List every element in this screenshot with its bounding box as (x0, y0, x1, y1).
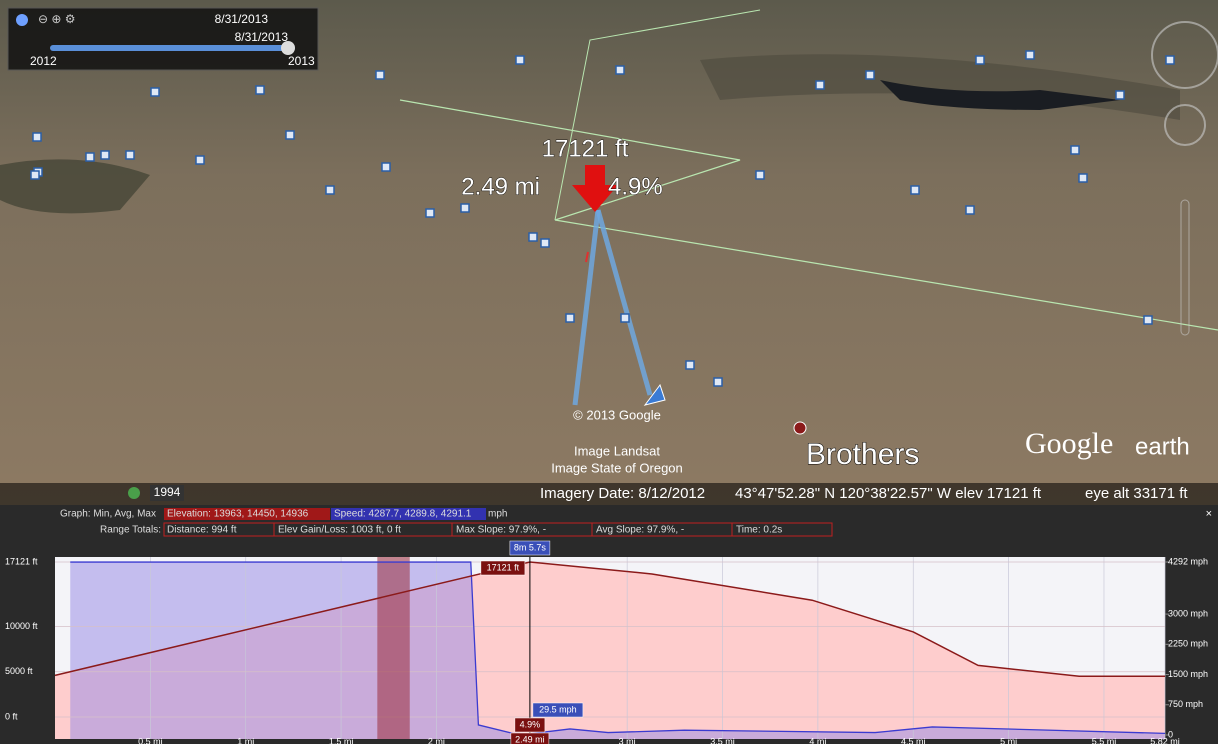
elevation-label: 17121 ft (542, 135, 629, 162)
placemark (33, 133, 41, 141)
placemark (31, 171, 39, 179)
placemark (714, 378, 722, 386)
placemark (382, 163, 390, 171)
time-handle[interactable] (281, 41, 295, 55)
x-tick-label: 4.5 mi (901, 736, 926, 744)
start-date: 8/31/2013 (215, 12, 269, 26)
town-icon (794, 422, 806, 434)
placemark (1116, 91, 1124, 99)
y-tick-label: 5000 ft (5, 666, 33, 676)
y2-tick-label: 1500 mph (1168, 669, 1208, 679)
selection-band (377, 557, 409, 739)
cursor-label: 29.5 mph (539, 704, 577, 714)
y2-tick-label: 3000 mph (1168, 608, 1208, 618)
cursor-label: 4.9% (520, 719, 541, 729)
end-date: 8/31/2013 (235, 30, 289, 44)
imagery-credit: Image Landsat (574, 443, 660, 458)
placemark (756, 171, 764, 179)
placemark (326, 186, 334, 194)
placemark (426, 209, 434, 217)
x-tick-label: 5.82 mi (1150, 736, 1180, 744)
imagery-credit: Image State of Oregon (551, 460, 683, 475)
placemark (196, 156, 204, 164)
history-icon[interactable] (128, 487, 140, 499)
range-label: Range Totals: (100, 525, 161, 536)
placemark (621, 314, 629, 322)
slope-label: 4.9% (608, 173, 663, 200)
placemark (866, 71, 874, 79)
placemark (1071, 146, 1079, 154)
placemark (151, 88, 159, 96)
elevation-stats: Elevation: 13963, 14450, 14936 (167, 509, 309, 520)
range-avg-slope: Avg Slope: 97.9%, - (596, 525, 684, 536)
start-year: 2012 (30, 54, 57, 68)
placemark (1026, 51, 1034, 59)
speed-stats: Speed: 4287.7, 4289.8, 4291.1 (334, 509, 472, 520)
placemark (376, 71, 384, 79)
historical-year: 1994 (154, 485, 181, 499)
placemark (529, 233, 537, 241)
copyright: © 2013 Google (573, 407, 661, 422)
cursor-label: 2.49 mi (515, 734, 545, 744)
town-label: Brothers (806, 438, 919, 471)
placemark (461, 204, 469, 212)
y2-tick-label: 2250 mph (1168, 639, 1208, 649)
range-max-slope: Max Slope: 97.9%, - (456, 525, 546, 536)
y-tick-label: 17121 ft (5, 556, 38, 566)
y-tick-label: 10000 ft (5, 621, 38, 631)
placemark (911, 186, 919, 194)
time-track[interactable] (50, 45, 295, 51)
x-tick-label: 4 mi (809, 736, 826, 744)
distance-label: 2.49 mi (461, 173, 540, 200)
x-tick-label: 1 mi (237, 736, 254, 744)
range-time: Time: 0.2s (736, 525, 782, 536)
placemark (966, 206, 974, 214)
imagery-date: Imagery Date: 8/12/2012 (540, 485, 705, 502)
x-tick-label: 2 mi (428, 736, 445, 744)
y2-tick-label: 4292 mph (1168, 556, 1208, 566)
end-year: 2013 (288, 54, 315, 68)
placemark (126, 151, 134, 159)
placemark (516, 56, 524, 64)
clock-button[interactable] (16, 14, 28, 26)
placemark (256, 86, 264, 94)
placemark (976, 56, 984, 64)
placemark (86, 153, 94, 161)
logo: Google (1025, 427, 1113, 460)
placemark (1144, 316, 1152, 324)
placemark (616, 66, 624, 74)
cursor-label: 8m 5.7s (514, 542, 547, 552)
x-tick-label: 5.5 mi (1092, 736, 1117, 744)
placemark (816, 81, 824, 89)
speed-unit: mph (488, 509, 507, 520)
y-tick-label: 0 ft (5, 711, 18, 721)
coordinates: 43°47'52.28" N 120°38'22.57" W elev 1712… (735, 485, 1042, 502)
placemark (1166, 56, 1174, 64)
range-elev-gain: Elev Gain/Loss: 1003 ft, 0 ft (278, 525, 401, 536)
x-tick-label: 0.5 mi (138, 736, 163, 744)
placemark (1079, 174, 1087, 182)
y2-tick-label: 750 mph (1168, 699, 1203, 709)
placemark (686, 361, 694, 369)
close-button[interactable]: × (1206, 508, 1212, 520)
range-distance: Distance: 994 ft (167, 525, 237, 536)
cursor-label: 17121 ft (487, 562, 520, 572)
placemark (286, 131, 294, 139)
screen: 17121 ft 2.49 mi 4.9% © 2013 Google Imag… (0, 0, 1218, 744)
placemark (101, 151, 109, 159)
x-tick-label: 3.5 mi (710, 736, 735, 744)
eye-altitude: eye alt 33171 ft (1085, 485, 1188, 502)
y2-tick-label: 0 (1168, 729, 1173, 739)
graph-label: Graph: Min, Avg, Max (60, 509, 156, 520)
x-tick-label: 3 mi (619, 736, 636, 744)
x-tick-label: 1.5 mi (329, 736, 354, 744)
x-tick-label: 5 mi (1000, 736, 1017, 744)
logo: earth (1135, 433, 1190, 460)
placemark (541, 239, 549, 247)
zoom-button[interactable]: ⊖ ⊕ ⚙ (38, 12, 76, 26)
placemark (566, 314, 574, 322)
